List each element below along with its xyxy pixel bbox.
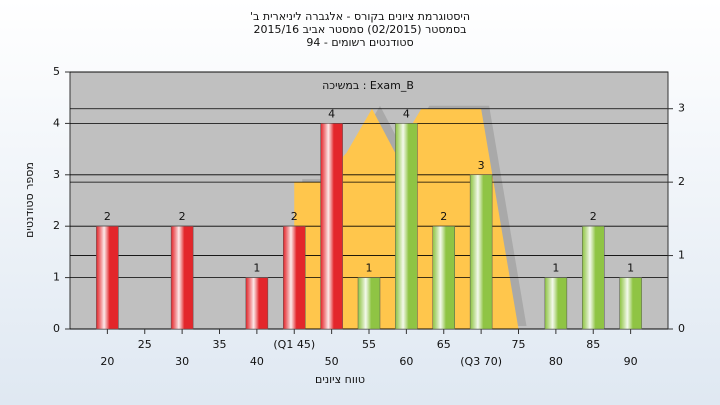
x-tick-label: 55 [362,338,376,351]
bar [320,123,343,330]
data-label: 2 [291,210,298,223]
x-axis-label: טווח ציונים [315,373,365,386]
x-tick-label: 50 [325,355,339,368]
y2-tick-label: 3 [678,102,685,115]
bar [619,277,642,330]
data-label: 2 [590,210,597,223]
data-label: 2 [440,210,447,223]
bar [245,277,269,330]
x-tick-label: 75 [512,338,526,351]
bar [544,277,568,330]
y-axis-label: מספר סטודנטים [23,162,36,238]
y-tick-label: 0 [53,322,60,335]
x-tick-label: 60 [399,355,413,368]
data-label: 3 [478,159,485,172]
bar [96,225,119,330]
data-label: 1 [253,262,260,275]
data-label: 4 [403,107,410,120]
x-tick-label: 25 [138,338,152,351]
y-tick-label: 1 [53,271,60,284]
data-label: 1 [627,262,634,275]
bar [582,225,605,330]
x-tick-label: 85 [586,338,600,351]
chart-subtitle: בסמסטר (02/2015) סמסטר אביב 2015/16 [253,23,466,36]
x-tick-label: 20 [100,355,114,368]
x-tick-label: 65 [437,338,451,351]
data-label: 1 [366,262,373,275]
annotation: Exam_B : במשיכה [322,79,414,92]
x-tick-label: 35 [213,338,227,351]
y-tick-label: 2 [53,219,60,232]
x-tick-label: 40 [250,355,264,368]
bar [170,225,194,330]
bar [469,174,493,330]
y-tick-label: 5 [53,65,60,78]
y-tick-label: 3 [53,168,60,181]
data-label: 2 [104,210,111,223]
data-label: 4 [328,107,335,120]
y-tick-label: 4 [53,116,60,129]
x-tick-label: (Q1 45) [273,338,315,351]
x-tick-label: 80 [549,355,563,368]
y2-tick-label: 0 [678,322,685,335]
y2-tick-label: 2 [678,175,685,188]
y2-tick-label: 1 [678,249,685,262]
x-tick-label: (Q3 70) [460,355,502,368]
chart-subtitle: סטודנטים רשומים - 94 [306,36,413,49]
bar [395,123,418,330]
bar [432,225,455,330]
bar [283,225,306,330]
data-label: 2 [179,210,186,223]
x-tick-label: 30 [175,355,189,368]
chart-title: היסטוגרמת ציונים בקורס - אלגברה ליניארית… [250,10,470,23]
data-label: 1 [552,262,559,275]
x-tick-label: 90 [624,355,638,368]
bar [357,277,381,330]
